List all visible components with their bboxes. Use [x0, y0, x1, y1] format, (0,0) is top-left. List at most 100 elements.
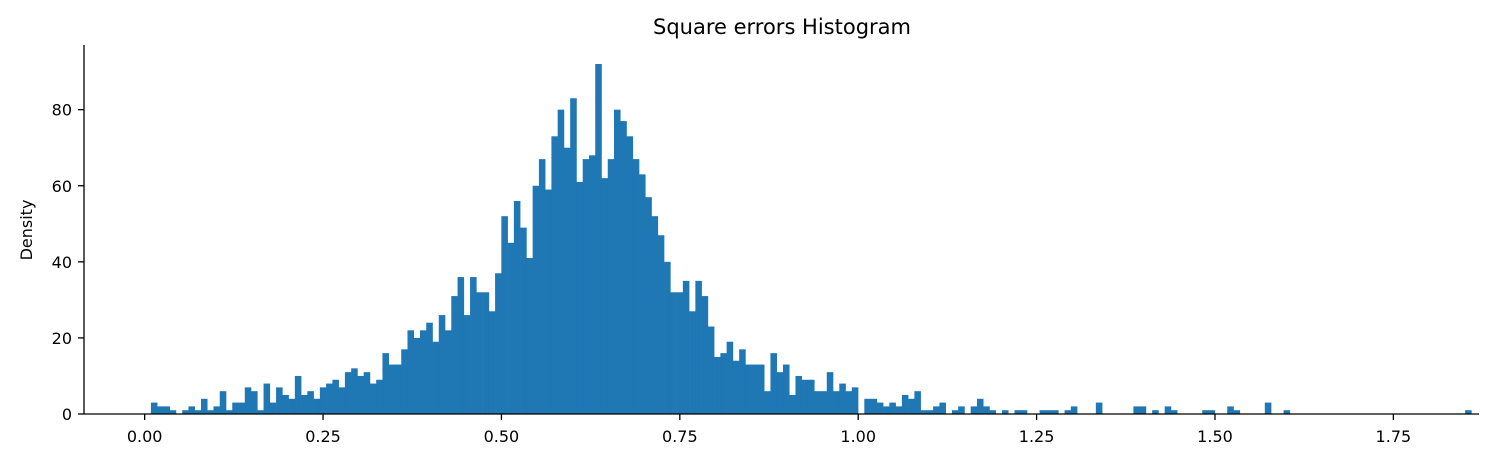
histogram-bar	[939, 402, 946, 414]
histogram-bar	[764, 391, 771, 414]
histogram-bar	[207, 410, 214, 414]
histogram-bar	[739, 349, 746, 414]
histogram-bar	[714, 356, 721, 414]
y-tick-label: 80	[52, 101, 72, 120]
histogram-bar	[426, 322, 433, 414]
histogram-bar	[976, 398, 984, 414]
histogram-bar	[595, 64, 602, 415]
chart-title: Square errors Histogram	[653, 15, 911, 39]
histogram-bar	[520, 227, 527, 414]
histogram-bar	[551, 136, 558, 415]
histogram-bar	[695, 280, 702, 414]
histogram-bar	[1152, 410, 1159, 414]
histogram-bar	[620, 121, 627, 414]
x-tick-label: 0.00	[127, 427, 163, 446]
histogram-bar	[163, 406, 170, 414]
histogram-bar	[626, 136, 634, 415]
histogram-bar	[613, 109, 621, 415]
histogram-bar	[457, 277, 465, 414]
histogram-bar	[232, 402, 239, 414]
histogram-bar	[570, 98, 577, 414]
x-tick-label: 0.75	[662, 427, 698, 446]
histogram-bar	[851, 387, 859, 414]
x-tick-label: 1.50	[1197, 427, 1233, 446]
histogram-bar	[532, 185, 540, 414]
histogram-bar	[776, 372, 784, 414]
histogram-bar	[188, 406, 196, 414]
histogram-bar	[269, 402, 277, 414]
histogram-bar	[820, 391, 828, 414]
histogram-bar	[720, 353, 727, 414]
histogram-bar	[244, 387, 252, 414]
x-tick-label: 1.75	[1376, 427, 1412, 446]
histogram-bar	[413, 337, 421, 414]
histogram-bar	[782, 364, 790, 414]
histogram-bar	[914, 391, 921, 414]
histogram-bar	[445, 330, 452, 414]
histogram-bar	[194, 410, 202, 414]
histogram-bar	[451, 296, 458, 414]
histogram-bar	[876, 402, 884, 414]
histogram-bar	[257, 410, 264, 414]
x-axis-ticks: 0.00 0.25 0.50 0.75 1.00 1.25 1.50 1.75	[127, 414, 1411, 446]
histogram-bar	[482, 292, 490, 414]
histogram-bar	[670, 292, 677, 414]
histogram-bar	[789, 394, 796, 414]
histogram-bar	[1039, 410, 1047, 414]
y-axis-label: Density	[17, 200, 36, 261]
histogram-bar	[1014, 410, 1022, 414]
histogram-bar	[689, 311, 696, 414]
histogram-bar	[1283, 410, 1291, 414]
histogram-bar	[538, 159, 546, 414]
histogram-bar	[326, 383, 333, 414]
histogram-bar	[639, 174, 646, 414]
histogram-bar	[1208, 410, 1216, 414]
histogram-bar	[726, 341, 734, 414]
histogram-bar	[607, 159, 615, 414]
histogram-bar	[801, 379, 809, 414]
histogram-bar	[814, 391, 821, 414]
histogram-bar	[1170, 410, 1178, 414]
histogram-bar	[1001, 410, 1009, 414]
histogram-bar	[576, 181, 584, 414]
histogram-bar	[1227, 406, 1234, 414]
histogram-bar	[369, 383, 377, 414]
histogram-bar	[219, 391, 227, 414]
histogram-bar	[263, 383, 271, 414]
histogram-bar	[970, 406, 978, 414]
histogram-bar	[958, 406, 965, 414]
histogram-bar	[301, 394, 308, 414]
histogram-bar	[1045, 410, 1053, 414]
histogram-bar	[338, 387, 346, 414]
y-axis-ticks: 0 20 40 60 80	[52, 101, 84, 424]
histogram-bar	[157, 406, 164, 414]
histogram-bar	[676, 292, 684, 414]
histogram-bar	[582, 159, 590, 414]
histogram-bar	[376, 379, 383, 414]
histogram-bar	[732, 360, 740, 414]
histogram-bar	[883, 406, 890, 414]
histogram-bar	[388, 364, 396, 414]
histogram-bars	[150, 64, 1472, 415]
histogram-bar	[501, 216, 508, 414]
histogram-bar	[707, 326, 715, 414]
histogram-bar	[1202, 410, 1209, 414]
histogram-bar	[282, 394, 289, 414]
histogram-bar	[420, 330, 427, 414]
histogram-bar	[407, 330, 415, 414]
histogram-bar	[200, 398, 208, 414]
histogram-bar	[463, 315, 471, 414]
histogram-bar	[513, 200, 521, 414]
histogram-bar	[870, 398, 878, 414]
histogram-bar	[833, 391, 840, 414]
y-tick-label: 20	[52, 329, 72, 348]
histogram-bar	[332, 379, 339, 414]
histogram-bar	[889, 402, 896, 414]
histogram-bar	[657, 235, 665, 414]
histogram-bar	[645, 197, 652, 414]
histogram-bar	[795, 375, 803, 414]
histogram-bar	[864, 398, 871, 414]
x-tick-label: 0.50	[484, 427, 520, 446]
histogram-bar	[926, 410, 934, 414]
